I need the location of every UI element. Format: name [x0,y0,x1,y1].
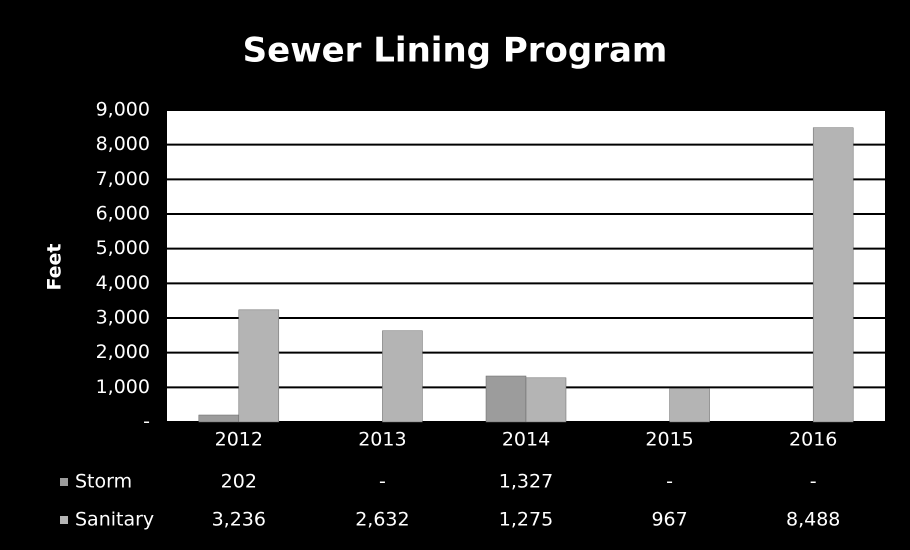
table-value: 1,275 [499,509,553,531]
table-value: - [666,471,673,493]
x-tick-label: 2014 [502,429,550,451]
y-tick-label: 5,000 [96,237,150,259]
y-tick-label: 7,000 [96,168,150,190]
chart-title: Sewer Lining Program [243,31,668,71]
bar [812,127,854,423]
y-axis-label: Feet [44,243,66,290]
table-value: 2,632 [355,509,409,531]
bar [485,375,527,423]
x-tick-label: 2016 [789,429,837,451]
y-tick-label: 2,000 [96,341,150,363]
bar [238,309,280,423]
legend-swatch [60,516,68,524]
x-tick-label: 2012 [215,429,263,451]
y-tick-label: 9,000 [96,99,150,121]
y-tick-label: 1,000 [96,376,150,398]
legend-label: Sanitary [75,509,154,531]
y-tick-label: 3,000 [96,307,150,329]
bar [669,388,710,423]
table-value: 3,236 [212,509,266,531]
legend-swatch [60,478,68,486]
table-value: 8,488 [786,509,840,531]
table-value: 1,327 [499,471,553,493]
y-tick-label: 6,000 [96,203,150,225]
plot-area [167,110,885,422]
x-tick-label: 2015 [645,429,693,451]
table-value: 967 [651,509,687,531]
bar [525,377,567,423]
x-tick-label: 2013 [358,429,406,451]
y-tick-label: 8,000 [96,133,150,155]
table-value: - [379,471,386,493]
y-tick-label: 4,000 [96,272,150,294]
table-value: - [810,471,817,493]
bar [382,330,423,423]
y-tick-label: - [143,411,150,433]
legend-label: Storm [75,471,132,493]
bar [198,414,240,423]
table-value: 202 [221,471,257,493]
